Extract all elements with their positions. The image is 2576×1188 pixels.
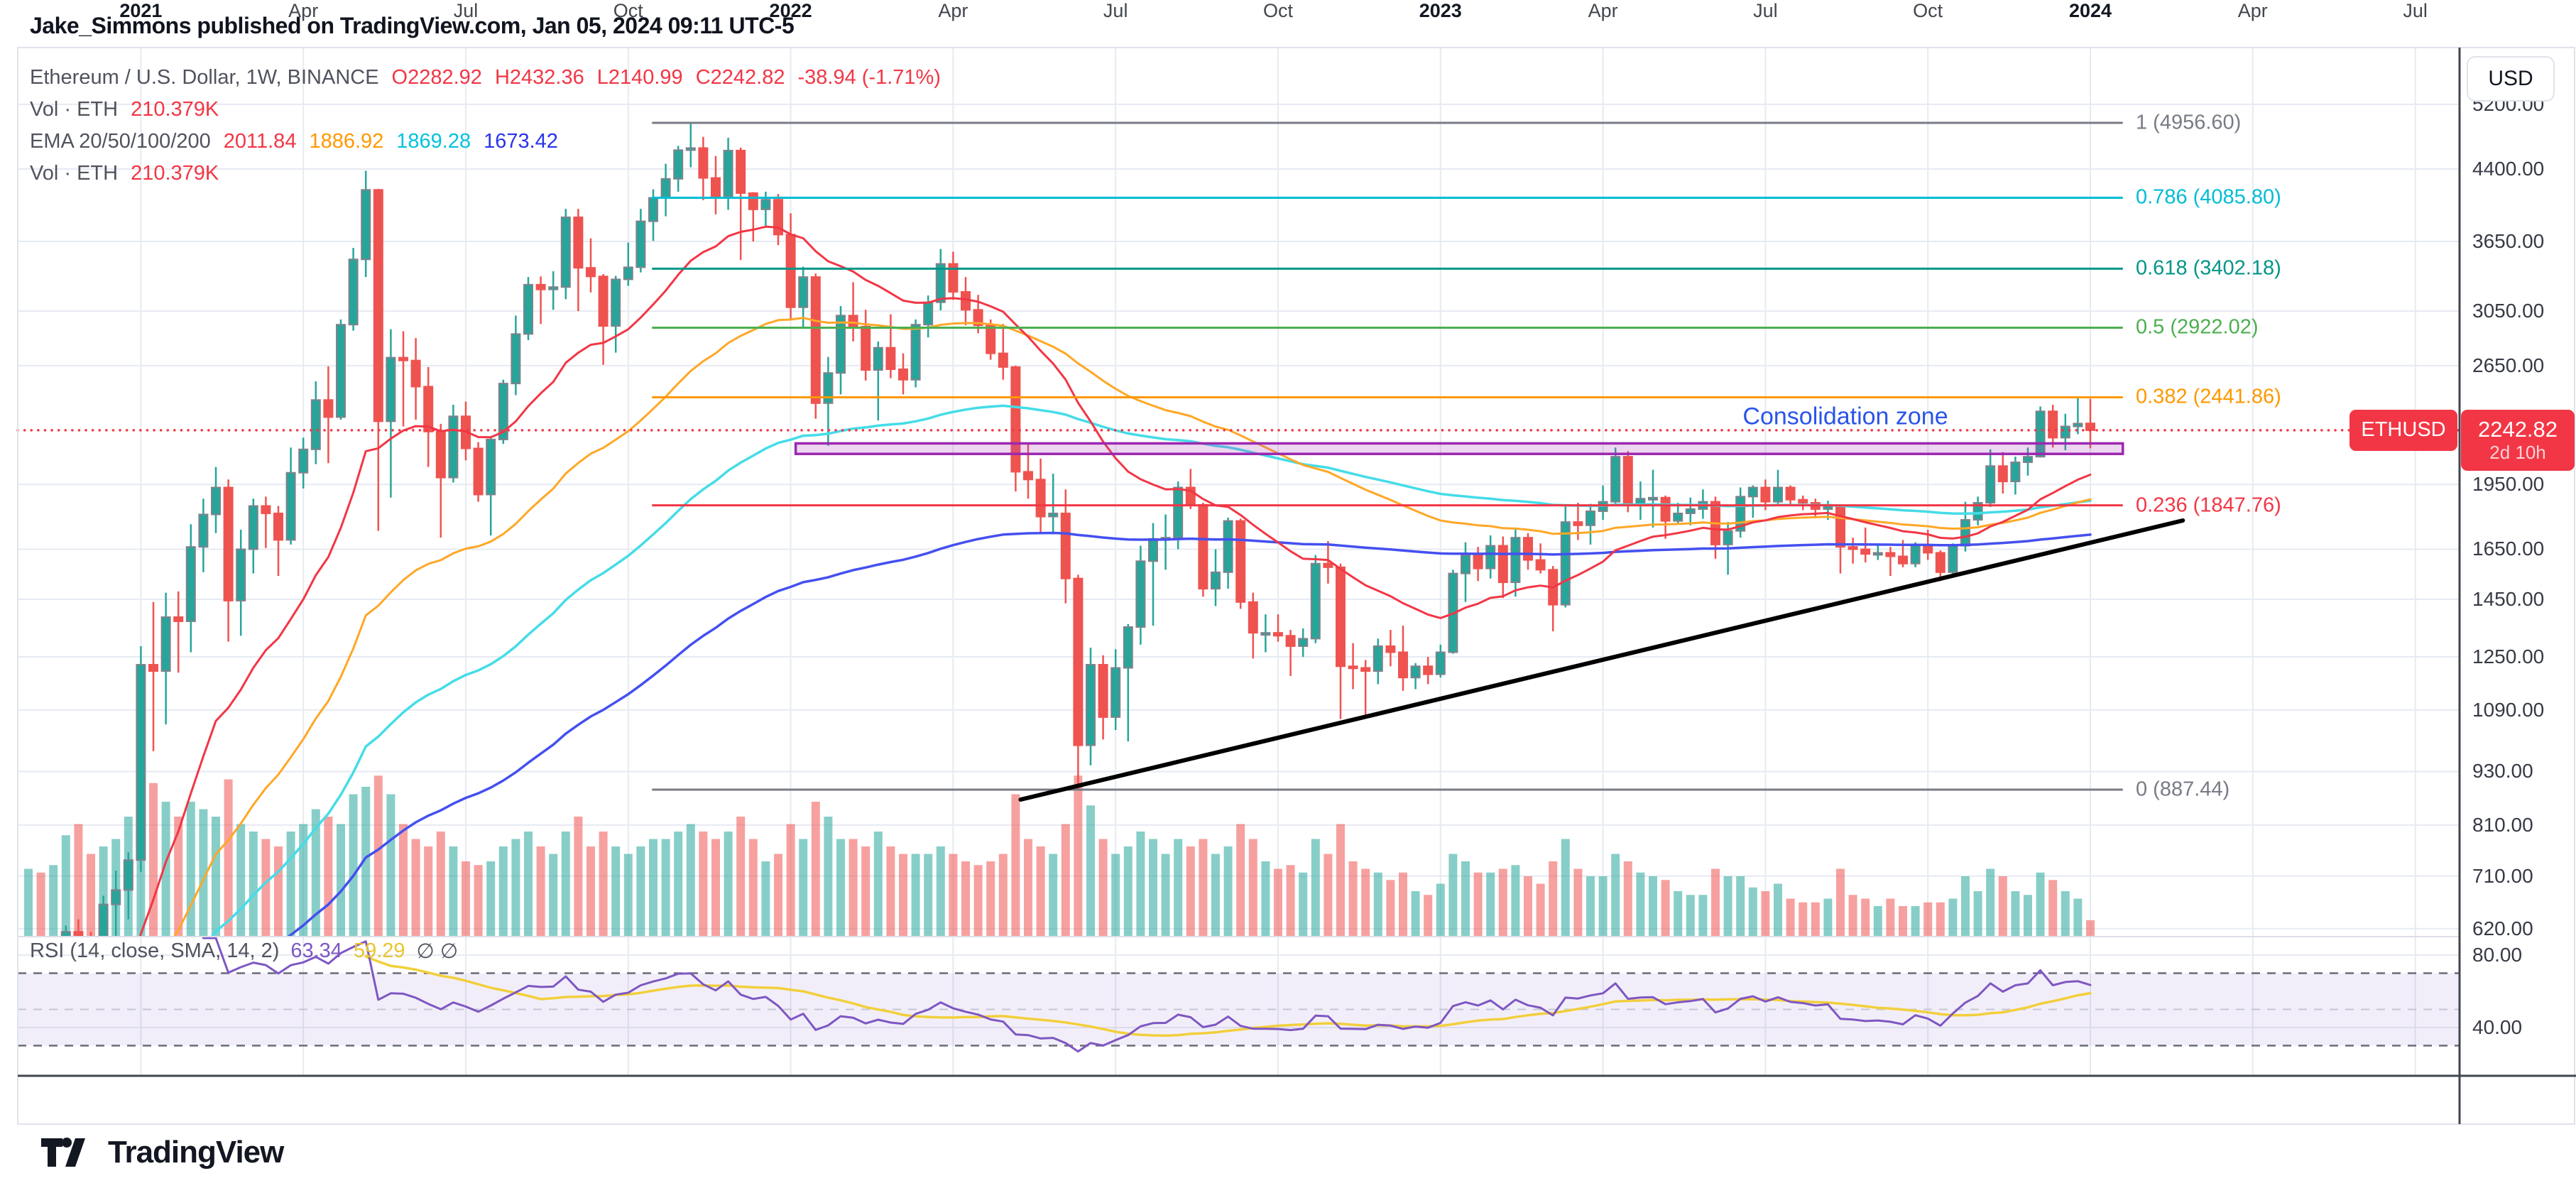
time-axis-label: Apr <box>938 0 968 21</box>
fib-level-label: 0.236 (1847.76) <box>2136 494 2281 517</box>
ohlc-open: O2282.92 <box>391 65 482 89</box>
price-axis-label: 2650.00 <box>2472 354 2545 376</box>
time-axis-label: Oct <box>613 0 643 21</box>
rsi-value: 63.34 <box>290 939 342 962</box>
price-axis-label: 1950.00 <box>2472 473 2545 496</box>
price-axis-label: 1450.00 <box>2472 587 2545 610</box>
time-axis-label: Apr <box>288 0 319 21</box>
time-axis-label: Apr <box>2237 0 2268 21</box>
fib-level-label: 0.382 (2441.86) <box>2136 385 2281 408</box>
ema50-value: 1886.92 <box>309 129 384 153</box>
time-axis-label: Oct <box>1913 0 1943 21</box>
symbol-price-tag: ETHUSD <box>2349 409 2457 451</box>
tradingview-logo[interactable]: TradingView <box>41 1135 284 1170</box>
price-axis-label: 1650.00 <box>2472 538 2545 560</box>
tradingview-logo-icon <box>41 1138 85 1167</box>
rsi-axis-label: 40.00 <box>2472 1016 2523 1038</box>
legend-volume-row-2[interactable]: Vol · ETH 210.379K <box>30 161 219 185</box>
currency-usd-button[interactable]: USD <box>2467 56 2555 102</box>
fib-level-label: 0.786 (4085.80) <box>2136 185 2281 209</box>
legend-volume-row-1[interactable]: Vol · ETH 210.379K <box>30 97 219 121</box>
volume-value: 210.379K <box>131 97 219 121</box>
price-axis-label: 3050.00 <box>2472 300 2545 322</box>
price-axis-label: 620.00 <box>2472 917 2533 939</box>
rsi-title: RSI (14, close, SMA, 14, 2) <box>30 939 280 962</box>
pane-frame <box>17 47 2576 1125</box>
candlestick-series <box>60 122 2095 937</box>
ema100-value: 1869.28 <box>396 129 471 153</box>
price-axis-label: 930.00 <box>2472 760 2533 783</box>
fib-level-label: 1 (4956.60) <box>2136 111 2242 134</box>
ema20-value: 2011.84 <box>223 129 297 153</box>
consolidation-zone-label: Consolidation zone <box>1742 403 1948 430</box>
ema-label: EMA 20/50/100/200 <box>30 129 211 153</box>
ohlc-low: L2140.99 <box>596 65 683 89</box>
header-attribution: Jake_Simmons published on TradingView.co… <box>30 13 795 38</box>
rsi-ma-value: 59.29 <box>353 939 405 962</box>
rsi-legend-row[interactable]: RSI (14, close, SMA, 14, 2) 63.34 59.29 … <box>30 939 458 964</box>
volume-series <box>24 775 2095 936</box>
tradingview-logo-text: TradingView <box>108 1135 284 1170</box>
price-axis-label: 1250.00 <box>2472 645 2545 668</box>
volume-label-2: Vol · ETH <box>30 161 119 185</box>
time-axis-label: Jul <box>1103 0 1128 21</box>
rsi-empty-values: ∅ ∅ <box>416 940 459 963</box>
legend-symbol-row[interactable]: Ethereum / U.S. Dollar, 1W, BINANCE O228… <box>30 65 941 89</box>
last-price-value: 2242.82 <box>2477 417 2558 442</box>
symbol-title: Ethereum / U.S. Dollar, 1W, BINANCE <box>30 65 379 89</box>
fib-level-label: 0.5 (2922.02) <box>2136 315 2259 339</box>
fib-level-label: 0.618 (3402.18) <box>2136 256 2281 280</box>
rsi-axis-label: 80.00 <box>2472 944 2523 966</box>
drawings[interactable] <box>16 121 2461 802</box>
bar-countdown: 2d 10h <box>2489 441 2546 463</box>
price-axis-label: 710.00 <box>2472 864 2533 887</box>
volume-value-2: 210.379K <box>131 161 219 185</box>
time-axis-label: 2022 <box>769 0 812 21</box>
price-axis-label: 1090.00 <box>2472 698 2545 721</box>
time-axis-label: 2023 <box>1419 0 1462 21</box>
ema200-value: 1673.42 <box>484 129 558 153</box>
ohlc-high: H2432.36 <box>494 65 584 89</box>
time-axis-label: Apr <box>1588 0 1618 21</box>
time-axis-label: Oct <box>1262 0 1294 21</box>
volume-label: Vol · ETH <box>30 97 119 121</box>
time-axis-label: Jul <box>1753 0 1778 21</box>
fib-level-label: 0 (887.44) <box>2136 778 2230 801</box>
rsi-pane[interactable] <box>18 937 2460 1053</box>
price-axis-label: 4400.00 <box>2472 158 2545 180</box>
price-axis-label: 810.00 <box>2472 813 2533 836</box>
time-axis-label: Jul <box>453 0 479 21</box>
time-axis-label: 2021 <box>119 0 163 21</box>
price-axis-label: 3650.00 <box>2472 230 2545 253</box>
last-price-tag: 2242.82 2d 10h <box>2461 409 2575 471</box>
legend-ema-row[interactable]: EMA 20/50/100/200 2011.84 1886.92 1869.2… <box>30 129 558 153</box>
ohlc-close: C2242.82 <box>695 65 785 89</box>
time-axis-label: 2024 <box>2068 0 2112 21</box>
time-axis-label: Jul <box>2403 0 2428 21</box>
change-value: -38.94 (-1.71%) <box>797 65 941 89</box>
